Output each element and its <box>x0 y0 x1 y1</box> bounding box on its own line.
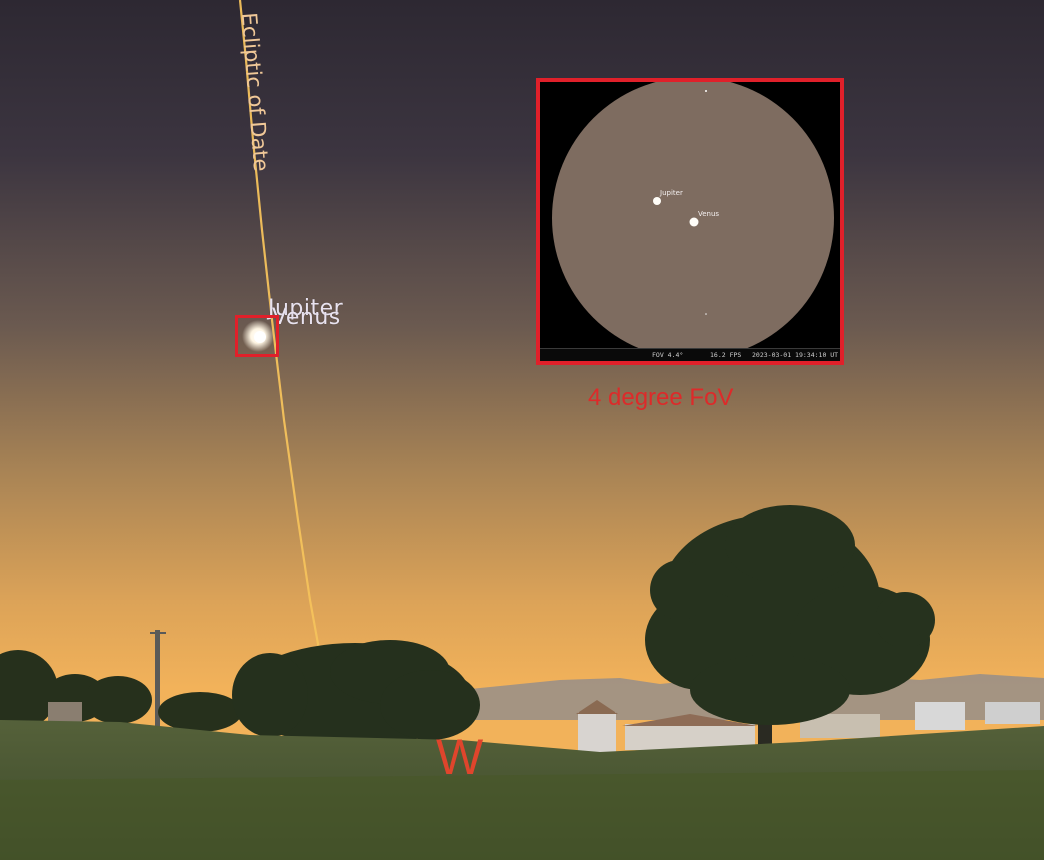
status-datetime: 2023-03-01 19:34:10 UT <box>752 351 839 359</box>
inset-venus-label: Venus <box>698 210 720 218</box>
jupiter-label: Jupiter <box>268 296 344 321</box>
compass-west-label: W <box>436 729 484 785</box>
telescope-inset: Jupiter Venus FOV 4.4° 16.2 FPS 2023-03-… <box>536 78 844 365</box>
status-fov: FOV 4.4° <box>652 351 684 359</box>
inset-jupiter <box>653 197 661 205</box>
utility-pole <box>155 630 160 730</box>
central-bush <box>232 640 480 747</box>
inset-status-bar: FOV 4.4° 16.2 FPS 2023-03-01 19:34:10 UT <box>540 348 840 361</box>
inset-jupiter-label: Jupiter <box>660 189 683 197</box>
telescope-view <box>540 82 840 361</box>
inset-venus <box>689 217 699 227</box>
status-fps: 16.2 FPS <box>710 351 742 359</box>
large-tree <box>645 505 935 750</box>
ecliptic-line <box>238 0 322 656</box>
venus-label: Venus <box>272 305 341 330</box>
fov-caption: 4 degree FoV <box>588 384 734 411</box>
conjunction-marker-box <box>235 315 279 357</box>
